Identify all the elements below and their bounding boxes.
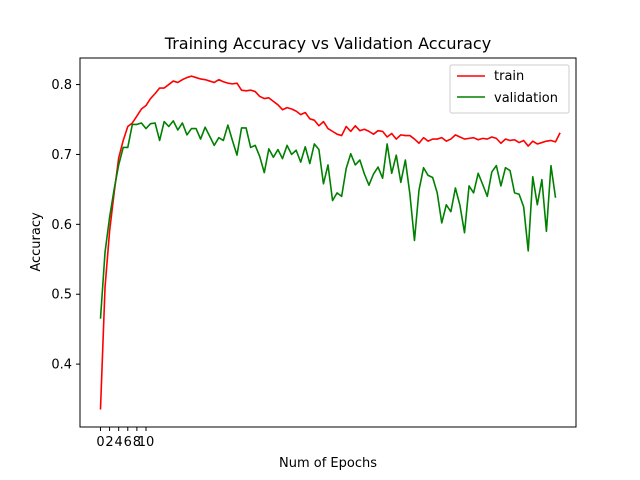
x-tick-label: 10: [138, 435, 155, 450]
y-axis: 0.4 0.5 0.6 0.7 0.8: [51, 78, 80, 373]
y-tick-label: 0.6: [51, 218, 72, 233]
y-tick-label: 0.7: [51, 148, 72, 163]
x-tick-label: 6: [124, 435, 132, 450]
x-tick-label: 8: [133, 435, 141, 450]
legend-box: [449, 64, 570, 114]
plot-area: [99, 75, 561, 410]
legend-validation-label: validation: [494, 91, 558, 106]
legend: train validation: [449, 64, 570, 114]
y-axis-label: Accuracy: [29, 212, 44, 272]
series-line-validation: [99, 120, 557, 319]
x-tick-label: 2: [105, 435, 113, 450]
chart-title: Training Accuracy vs Validation Accuracy: [164, 34, 491, 53]
x-tick-label: 4: [115, 435, 123, 450]
legend-train-label: train: [494, 69, 524, 84]
x-tick-label: 0: [96, 435, 104, 450]
y-tick-label: 0.4: [51, 358, 72, 373]
x-axis-label: Num of Epochs: [279, 456, 377, 471]
x-axis: 0 2 4 6 810: [96, 427, 154, 450]
plot-frame: [79, 57, 577, 428]
y-tick-label: 0.8: [51, 78, 72, 93]
series-line-train: [99, 75, 561, 410]
y-tick-label: 0.5: [51, 288, 72, 303]
